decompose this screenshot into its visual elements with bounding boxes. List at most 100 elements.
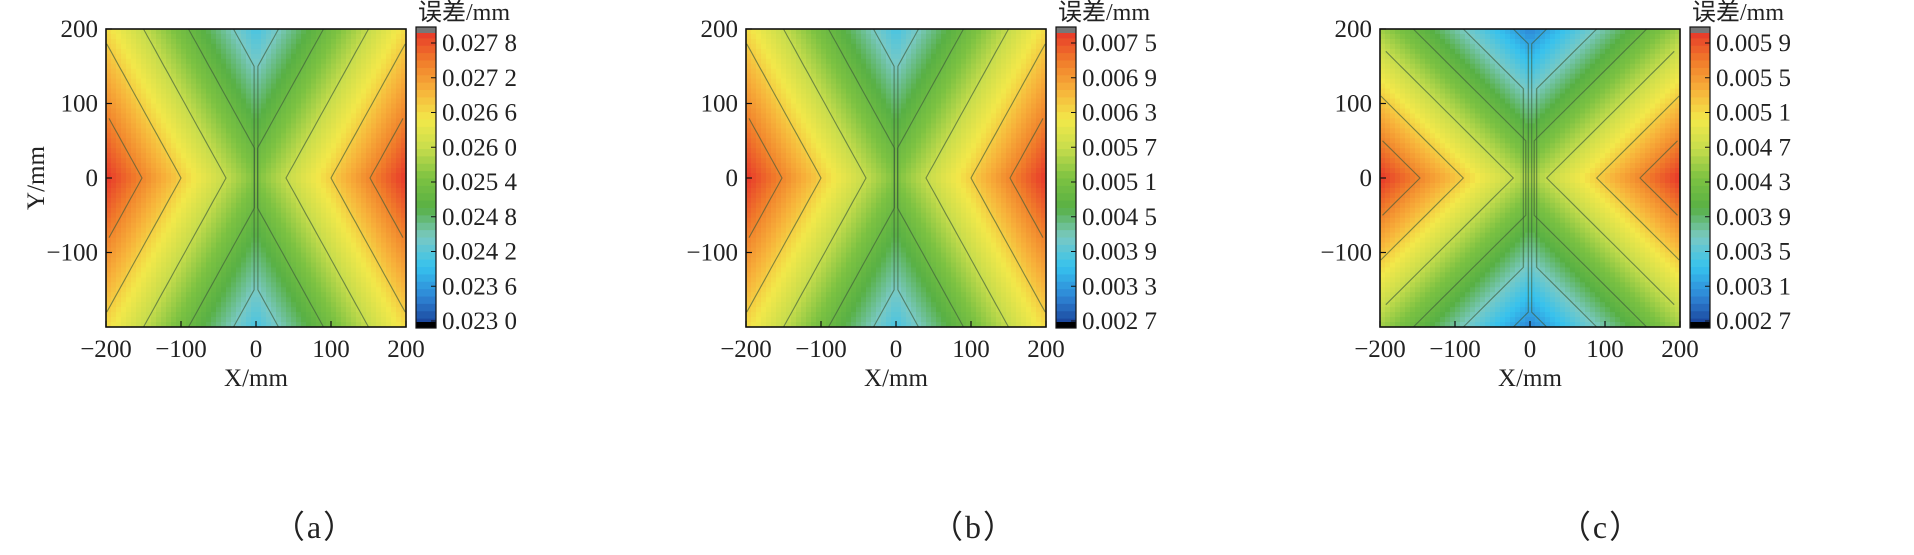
panel-a-heatmap-cell <box>161 108 167 115</box>
panel-a-heatmap-cell <box>121 252 127 259</box>
panel-b-heatmap-cell <box>771 272 777 278</box>
panel-a-heatmap-cell <box>401 262 407 268</box>
panel-a-heatmap-cell <box>311 197 317 204</box>
panel-a-heatmap-cell <box>191 262 197 268</box>
panel-a-colorbar-swatch <box>416 267 436 275</box>
panel-a-heatmap-cell <box>356 182 362 189</box>
panel-a-heatmap-cell <box>116 93 122 100</box>
panel-a-heatmap-cell <box>141 33 147 40</box>
panel-b-heatmap-cell <box>786 68 792 75</box>
panel-a-heatmap-cell <box>111 187 117 194</box>
panel-a-heatmap-cell <box>351 173 357 179</box>
panel-a-heatmap-cell <box>226 207 232 214</box>
panel-a-heatmap-cell <box>286 143 292 149</box>
panel-a-colorbar-tick-label: 0.026 0 <box>442 134 517 161</box>
panel-a-heatmap-cell <box>181 128 187 134</box>
panel-a-heatmap-cell <box>121 247 127 254</box>
panel-a-heatmap-cell <box>181 187 187 194</box>
panel-a-heatmap-cell <box>311 212 317 219</box>
panel-a-heatmap-cell <box>331 33 337 40</box>
panel-b-heatmap-cell <box>821 29 827 35</box>
panel-a-heatmap-cell <box>186 272 192 278</box>
panel-b-heatmap-cell <box>831 252 837 259</box>
panel-b-heatmap-cell <box>836 222 842 229</box>
panel-a-heatmap-cell <box>121 317 127 323</box>
panel-b-heatmap-cell <box>846 277 852 283</box>
panel-a-heatmap-cell <box>286 93 292 100</box>
panel-a-heatmap-cell <box>271 158 277 164</box>
panel-a-colorbar-swatch <box>416 178 436 187</box>
panel-a-heatmap-cell <box>111 73 117 80</box>
panel-a-heatmap-cell <box>201 123 207 129</box>
panel-b-heatmap-cell <box>816 38 822 45</box>
panel-a-heatmap-cell <box>106 148 112 154</box>
panel-a-heatmap-cell <box>151 297 157 303</box>
panel-a-heatmap-cell <box>176 292 182 298</box>
panel-a-heatmap-cell <box>366 98 372 105</box>
panel-b-heatmap-cell <box>826 222 832 229</box>
panel-a-heatmap-cell <box>206 163 212 169</box>
panel-a-colorbar-swatch <box>416 185 436 194</box>
panel-a-heatmap-cell <box>351 148 357 154</box>
panel-a-heatmap-cell <box>241 158 247 164</box>
panel-b-heatmap-cell <box>821 192 827 199</box>
panel-b-heatmap-cell <box>801 163 807 169</box>
panel-a-heatmap-cell <box>326 282 332 288</box>
panel-a-heatmap-cell <box>321 78 327 85</box>
panel-a-heatmap-cell <box>171 58 177 65</box>
panel-b-heatmap-cell <box>821 43 827 50</box>
panel-a-heatmap-cell <box>251 53 257 60</box>
panel-a-heatmap-cell <box>216 98 222 105</box>
panel-a-heatmap-cell <box>191 113 197 119</box>
panel-a-heatmap-cell <box>346 202 352 209</box>
panel-b-heatmap-cell <box>821 292 827 298</box>
panel-a-heatmap-cell <box>261 148 267 154</box>
panel-b-heatmap-cell <box>786 272 792 278</box>
panel-a-heatmap-cell <box>191 158 197 164</box>
panel-a-heatmap-cell <box>241 48 247 55</box>
panel-a-heatmap-cell <box>241 73 247 80</box>
panel-a-heatmap-cell <box>361 93 367 100</box>
panel-a-heatmap-cell <box>196 138 202 144</box>
panel-a-heatmap-cell <box>121 217 127 224</box>
panel-a-heatmap-cell <box>126 118 132 124</box>
panel-a-heatmap-cell <box>336 53 342 60</box>
panel-a-heatmap-cell <box>351 73 357 80</box>
panel-a-heatmap-cell <box>166 93 172 100</box>
panel-a-heatmap-cell <box>311 287 317 293</box>
panel-b-heatmap-cell <box>796 153 802 159</box>
panel-a-heatmap-cell <box>131 267 137 273</box>
panel-b-heatmap-cell <box>836 212 842 219</box>
panel-b-heatmap-cell <box>851 173 857 179</box>
panel-b-heatmap-cell <box>776 73 782 80</box>
panel-a-heatmap-cell <box>136 113 142 119</box>
panel-a-heatmap-cell <box>106 38 112 45</box>
panel-b-heatmap-cell <box>791 247 797 254</box>
panel-a-heatmap-cell <box>341 128 347 134</box>
panel-b-heatmap-cell <box>831 128 837 134</box>
panel-a-heatmap-cell <box>186 133 192 139</box>
panel-a-heatmap-cell <box>296 217 302 224</box>
panel-a-heatmap-cell <box>321 178 327 184</box>
panel-a-heatmap-cell <box>316 242 322 249</box>
panel-a-heatmap-cell <box>146 158 152 164</box>
panel-b-heatmap-cell <box>776 103 782 110</box>
panel-a-heatmap-cell <box>311 128 317 134</box>
panel-a-heatmap-cell <box>316 212 322 219</box>
panel-b-heatmap-cell <box>771 123 777 129</box>
panel-a-heatmap-cell <box>321 123 327 129</box>
panel-a-heatmap-cell <box>281 312 287 318</box>
panel-a-heatmap-cell <box>126 217 132 224</box>
panel-b-heatmap-cell <box>791 83 797 90</box>
panel-a-heatmap-cell <box>166 113 172 119</box>
panel-a-heatmap-cell <box>391 38 397 45</box>
panel-a-heatmap-cell <box>166 262 172 268</box>
panel-a-heatmap-cell <box>166 138 172 144</box>
panel-a-heatmap-cell <box>341 307 347 313</box>
panel-a-heatmap-cell <box>331 307 337 313</box>
panel-a-heatmap-cell <box>316 247 322 254</box>
panel-a-heatmap-cell <box>111 118 117 124</box>
panel-a-heatmap-cell <box>111 33 117 40</box>
panel-a-heatmap-cell <box>361 48 367 55</box>
panel-a-heatmap-cell <box>371 287 377 293</box>
